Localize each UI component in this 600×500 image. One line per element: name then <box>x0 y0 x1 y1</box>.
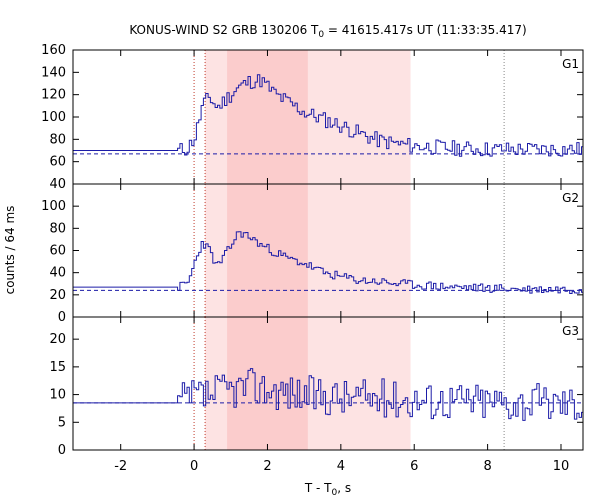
shaded-interval-2 <box>227 184 308 317</box>
x-tick-label: 10 <box>553 459 570 474</box>
panel-label: G1 <box>562 57 579 71</box>
y-tick-label: 60 <box>49 244 66 259</box>
panel-label: G2 <box>562 191 579 205</box>
y-tick-label: 140 <box>41 65 66 80</box>
shaded-interval-2 <box>227 50 308 184</box>
x-axis-title: T - T0, s <box>304 481 351 498</box>
panel-g3: 0 5 10 15 20 G3 <box>49 316 584 458</box>
y-tick-label: 120 <box>41 88 66 103</box>
y-tick-label: 20 <box>49 332 66 347</box>
y-tick-label: 10 <box>49 388 66 403</box>
panel-g1: 40 60 80 100 120 140 160 G1 <box>41 43 584 192</box>
x-tick-label: 4 <box>337 459 345 474</box>
y-tick-label: 100 <box>41 199 66 214</box>
y-tick-label: 100 <box>41 110 66 125</box>
y-tick-label: 160 <box>41 43 66 58</box>
light-curve-g2 <box>73 231 583 294</box>
y-tick-label: 80 <box>49 132 66 147</box>
light-curve-g1 <box>73 74 583 157</box>
shaded-interval-2 <box>227 317 308 450</box>
panels-group: 406080100120140160G1020406080100G2051015… <box>41 43 584 474</box>
y-tick-label: 40 <box>49 177 66 192</box>
y-tick-label: 60 <box>49 155 66 170</box>
panel-frame <box>72 316 584 451</box>
panel-g2: 0 20 40 60 80 100 G2 <box>41 183 584 325</box>
x-tick-label: 6 <box>410 459 418 474</box>
x-tick-label: 0 <box>190 459 198 474</box>
y-tick-label: 20 <box>49 288 66 303</box>
x-tick-labels: -2 0 2 4 6 8 10 <box>114 459 569 474</box>
x-tick-label: -2 <box>114 459 127 474</box>
y-tick-label: 5 <box>58 415 66 430</box>
x-tick-label: 2 <box>263 459 271 474</box>
y-tick-label: 0 <box>58 443 66 458</box>
y-tick-label: 40 <box>49 266 66 281</box>
light-curve-g3 <box>73 368 583 421</box>
x-tick-label: 8 <box>483 459 491 474</box>
y-tick-label: 80 <box>49 221 66 236</box>
y-tick-label: 15 <box>49 360 66 375</box>
chart-title: KONUS-WIND S2 GRB 130206 T0 = 41615.417s… <box>129 23 526 40</box>
y-axis-title: counts / 64 ms <box>3 206 17 295</box>
panel-label: G3 <box>562 324 579 338</box>
y-tick-label: 0 <box>58 310 66 325</box>
